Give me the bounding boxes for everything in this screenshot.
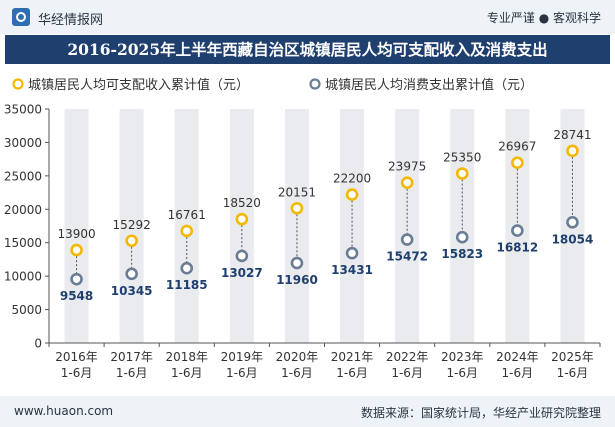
y-tick-label: 20000 bbox=[4, 203, 42, 217]
x-tick-label: 1-6月 bbox=[61, 366, 93, 380]
income-point bbox=[566, 144, 579, 158]
column-band bbox=[450, 109, 475, 343]
consumption-point bbox=[180, 261, 194, 275]
legend-marker-2 bbox=[309, 78, 321, 90]
x-tick-label: 1-6月 bbox=[336, 366, 368, 380]
legend-label-2: 城镇居民人均消费支出累计值（元） bbox=[325, 77, 533, 93]
top-bar: 华经情报网 专业严谨 ● 客观科学 bbox=[0, 0, 615, 34]
y-tick-label: 0 bbox=[34, 337, 42, 351]
consumption-data-label: 10345 bbox=[111, 284, 153, 298]
consumption-data-label: 16812 bbox=[496, 241, 538, 255]
income-point bbox=[290, 201, 304, 215]
x-tick-label: 1-6月 bbox=[446, 366, 478, 380]
y-tick-label: 5000 bbox=[11, 303, 42, 317]
consumption-point bbox=[235, 249, 249, 263]
brand-name: 华经情报网 bbox=[38, 13, 104, 28]
income-data-label: 15292 bbox=[113, 218, 151, 232]
y-tick-label: 10000 bbox=[4, 270, 42, 284]
income-data-label: 25350 bbox=[443, 151, 481, 165]
x-tick-label: 1-6月 bbox=[502, 366, 534, 380]
y-tick-label: 30000 bbox=[4, 136, 42, 150]
logo-icon bbox=[12, 8, 30, 26]
income-data-label: 22200 bbox=[333, 172, 371, 186]
legend-label-1: 城镇居民人均可支配收入累计值（元） bbox=[28, 77, 249, 93]
income-point bbox=[180, 224, 194, 238]
income-data-label: 28741 bbox=[553, 128, 591, 142]
x-tick-label: 2016年 bbox=[55, 350, 98, 364]
consumption-data-label: 18054 bbox=[552, 232, 594, 246]
consumption-point bbox=[345, 246, 359, 260]
data-source: 数据来源：国家统计局，华经产业研究院整理 bbox=[360, 406, 601, 420]
column-band bbox=[284, 109, 309, 343]
x-tick-label: 1-6月 bbox=[281, 366, 313, 380]
x-tick-label: 2018年 bbox=[165, 350, 208, 364]
website-link[interactable]: www.huaon.com bbox=[14, 404, 114, 418]
consumption-point bbox=[566, 215, 579, 229]
income-point bbox=[400, 176, 414, 190]
x-tick-label: 2021年 bbox=[331, 350, 374, 364]
consumption-data-label: 13027 bbox=[221, 266, 263, 280]
income-point bbox=[345, 188, 359, 201]
x-tick-label: 2023年 bbox=[441, 350, 484, 364]
income-data-label: 26967 bbox=[498, 140, 536, 154]
consumption-point bbox=[455, 230, 469, 244]
x-tick-label: 1-6月 bbox=[557, 366, 589, 380]
consumption-point bbox=[70, 272, 83, 286]
income-point bbox=[235, 212, 249, 226]
consumption-point bbox=[400, 233, 414, 246]
chart-title: 2016-2025年上半年西藏自治区城镇居民人均可支配收入及消费支出 bbox=[67, 40, 548, 59]
x-tick-label: 1-6月 bbox=[226, 366, 258, 380]
x-tick-label: 2019年 bbox=[221, 350, 264, 364]
column-band bbox=[64, 109, 89, 343]
y-tick-label: 25000 bbox=[4, 169, 42, 183]
x-tick-label: 2020年 bbox=[276, 350, 319, 364]
income-point bbox=[455, 167, 469, 180]
footer-bar: www.huaon.com 数据来源：国家统计局，华经产业研究院整理 bbox=[0, 396, 615, 427]
income-data-label: 16761 bbox=[168, 208, 206, 222]
x-tick-label: 1-6月 bbox=[171, 366, 203, 380]
x-tick-label: 2024年 bbox=[496, 350, 539, 364]
income-data-label: 23975 bbox=[388, 160, 426, 174]
consumption-data-label: 11960 bbox=[276, 273, 318, 287]
x-tick-label: 1-6月 bbox=[391, 366, 423, 380]
x-tick-label: 1-6月 bbox=[116, 366, 148, 380]
income-point bbox=[70, 243, 83, 257]
consumption-data-label: 9548 bbox=[60, 289, 93, 303]
income-data-label: 18520 bbox=[223, 196, 261, 210]
legend-marker-1 bbox=[12, 78, 24, 90]
income-data-label: 13900 bbox=[57, 227, 95, 241]
consumption-data-label: 15472 bbox=[386, 250, 428, 264]
consumption-point bbox=[290, 256, 304, 270]
y-tick-label: 15000 bbox=[4, 236, 42, 250]
consumption-data-label: 11185 bbox=[166, 278, 208, 292]
slogan: 专业严谨 ● 客观科学 bbox=[486, 11, 601, 25]
income-point bbox=[511, 156, 524, 170]
x-tick-label: 2017年 bbox=[110, 350, 153, 364]
y-tick-label: 35000 bbox=[4, 103, 42, 117]
x-tick-label: 2022年 bbox=[386, 350, 429, 364]
consumption-point bbox=[511, 224, 524, 237]
x-tick-label: 2025年 bbox=[551, 350, 594, 364]
chart-area: 城镇居民人均可支配收入累计值（元） 城镇居民人均消费支出累计值（元） 0 5000 10… bbox=[4, 77, 601, 380]
income-data-label: 20151 bbox=[278, 185, 316, 199]
column-band bbox=[119, 109, 144, 343]
consumption-point bbox=[125, 267, 138, 281]
title-bar: 2016-2025年上半年西藏自治区城镇居民人均可支配收入及消费支出 bbox=[5, 35, 610, 64]
consumption-data-label: 13431 bbox=[331, 263, 373, 277]
consumption-data-label: 15823 bbox=[441, 247, 483, 261]
income-point bbox=[125, 234, 138, 248]
